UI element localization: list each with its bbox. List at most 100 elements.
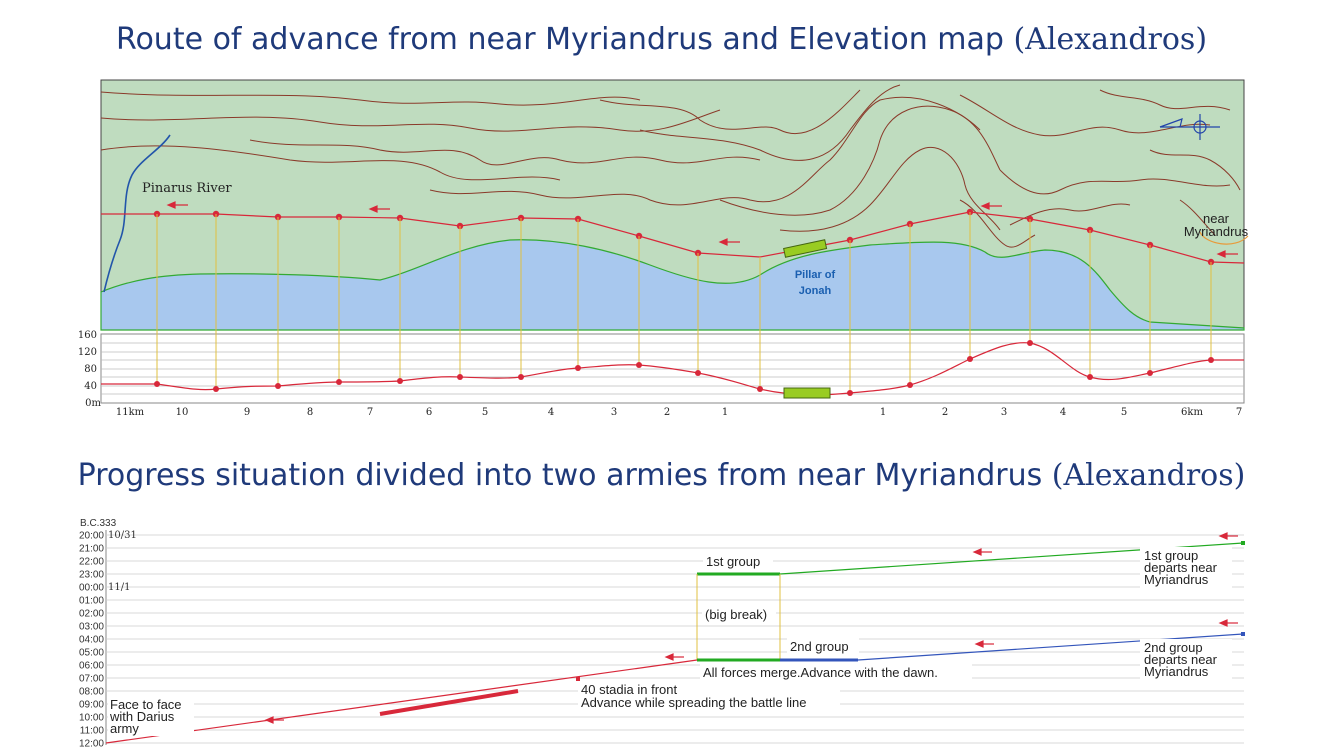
elevation-point [1087, 374, 1093, 380]
elevation-point [154, 381, 160, 387]
elevation-point [336, 379, 342, 385]
second-depart-bg [1140, 639, 1232, 679]
compass-icon [1159, 114, 1220, 140]
pillar-label-line1: Pillar of [795, 269, 836, 281]
elevation-point [213, 386, 219, 392]
hour-label: 20:00 [79, 531, 104, 542]
face-note-line1: Face to face [110, 697, 182, 712]
x-label-11km: 11km [116, 407, 145, 418]
pinarus-river-label: Pinarus River [142, 181, 232, 196]
elevation-point [695, 370, 701, 376]
timeline-hour-labels: 20:00 21:00 22:00 23:00 00:00 01:00 02:00 03:00… [79, 531, 104, 750]
elevation-curve [101, 342, 1244, 396]
hour-label: 12:00 [79, 739, 104, 750]
elevation-profile: 160 120 80 40 0m [78, 212, 1245, 418]
second-group-label-bg [787, 638, 859, 656]
route-map: Pinarus River Pillar of Jonah near Myria… [100, 79, 1249, 331]
second-group-start-point [1241, 632, 1245, 636]
pillar-profile-marker [783, 387, 831, 399]
x-label-r7: 7 [1236, 407, 1242, 418]
second-group-label: 2nd group [790, 639, 849, 654]
y-tick-40: 40 [84, 381, 97, 392]
elevation-point [636, 362, 642, 368]
elevation-point [757, 386, 763, 392]
stadia-note-line1: 40 stadia in front [581, 682, 678, 697]
elevation-point [518, 374, 524, 380]
date-10-31: 10/31 [108, 530, 137, 541]
x-label-2: 2 [664, 407, 670, 418]
x-label-r3: 3 [1001, 407, 1007, 418]
hour-label: 10:00 [79, 713, 104, 724]
progress-title-text: Progress situation divided into two armi… [77, 458, 1052, 493]
myriandrus-marker [1199, 231, 1249, 245]
face-note-bg [108, 696, 194, 736]
hour-label: 09:00 [79, 700, 104, 711]
x-label-3: 3 [611, 407, 617, 418]
big-break-label-bg [702, 605, 776, 623]
map-title-suffix: (Alexandros) [1013, 22, 1208, 57]
second-depart-line2: departs near [1144, 652, 1218, 667]
stadia-note-line2: Advance while spreading the battle line [581, 695, 806, 710]
first-group-label: 1st group [706, 554, 760, 569]
contour-lines [100, 84, 1241, 248]
first-depart-line1: 1st group [1144, 548, 1198, 563]
y-tick-120: 120 [78, 347, 97, 358]
x-label-5: 5 [482, 407, 488, 418]
big-break-label: (big break) [705, 607, 767, 622]
map-title-text: Route of advance from near Myriandrus an… [115, 22, 1014, 57]
date-11-1: 11/1 [108, 582, 130, 593]
elevation-points [154, 340, 1214, 396]
face-note-line3: army [110, 721, 139, 736]
elevation-x-labels: 11km 10 9 8 7 6 5 4 3 2 1 1 2 3 4 5 6km … [116, 407, 1242, 418]
elevation-point [575, 365, 581, 371]
battle-line-spread [379, 689, 519, 716]
x-label-r1: 1 [880, 407, 886, 418]
x-label-r4: 4 [1060, 407, 1066, 418]
elevation-gridlines [101, 342, 1244, 395]
x-label-4: 4 [548, 407, 554, 418]
first-group-start-point [1241, 541, 1245, 545]
merge-note-bg [700, 664, 972, 682]
hour-label: 07:00 [79, 674, 104, 685]
elevation-point [1208, 357, 1214, 363]
x-label-9: 9 [244, 407, 250, 418]
timeline-gridlines [106, 534, 1244, 744]
route-arrows [166, 201, 1238, 258]
elevation-point [457, 374, 463, 380]
timeline-arrows [264, 532, 1238, 724]
y-tick-160: 160 [78, 330, 97, 341]
second-depart-line3: Myriandrus [1144, 664, 1209, 679]
year-label: B.C.333 [80, 518, 117, 529]
x-label-r2: 2 [942, 407, 948, 418]
hour-label: 01:00 [79, 596, 104, 607]
hour-label: 06:00 [79, 661, 104, 672]
first-group-label-bg [703, 552, 773, 570]
hour-label: 03:00 [79, 622, 104, 633]
elevation-point [1027, 340, 1033, 346]
sea-area [100, 239, 1245, 331]
x-label-8: 8 [307, 407, 313, 418]
progress-timeline: B.C.333 20:00 21:00 22:00 23:00 00:00 01:00 02… [79, 518, 1245, 750]
pillar-of-jonah [783, 239, 828, 258]
hour-label: 21:00 [79, 544, 104, 555]
elevation-point [907, 382, 913, 388]
stadia-note-bg [578, 682, 840, 712]
progress-title-suffix: (Alexandros) [1051, 458, 1246, 493]
combined-advance-line [105, 659, 698, 744]
elevation-point [967, 356, 973, 362]
hour-label: 02:00 [79, 609, 104, 620]
elevation-point [275, 383, 281, 389]
map-title: Route of advance from near Myriandrus an… [0, 22, 1323, 57]
hour-label: 11:00 [80, 726, 105, 737]
myriandrus-label: Myriandrus [1184, 224, 1249, 239]
first-depart-bg [1140, 547, 1232, 589]
x-label-10: 10 [176, 407, 189, 418]
y-tick-0: 0m [85, 398, 101, 409]
advance-route [101, 211, 1245, 264]
hour-label: 05:00 [79, 648, 104, 659]
hour-label: 23:00 [79, 570, 104, 581]
second-depart-line1: 2nd group [1144, 640, 1203, 655]
connector-lines [156, 212, 1212, 393]
first-depart-line3: Myriandrus [1144, 572, 1209, 587]
